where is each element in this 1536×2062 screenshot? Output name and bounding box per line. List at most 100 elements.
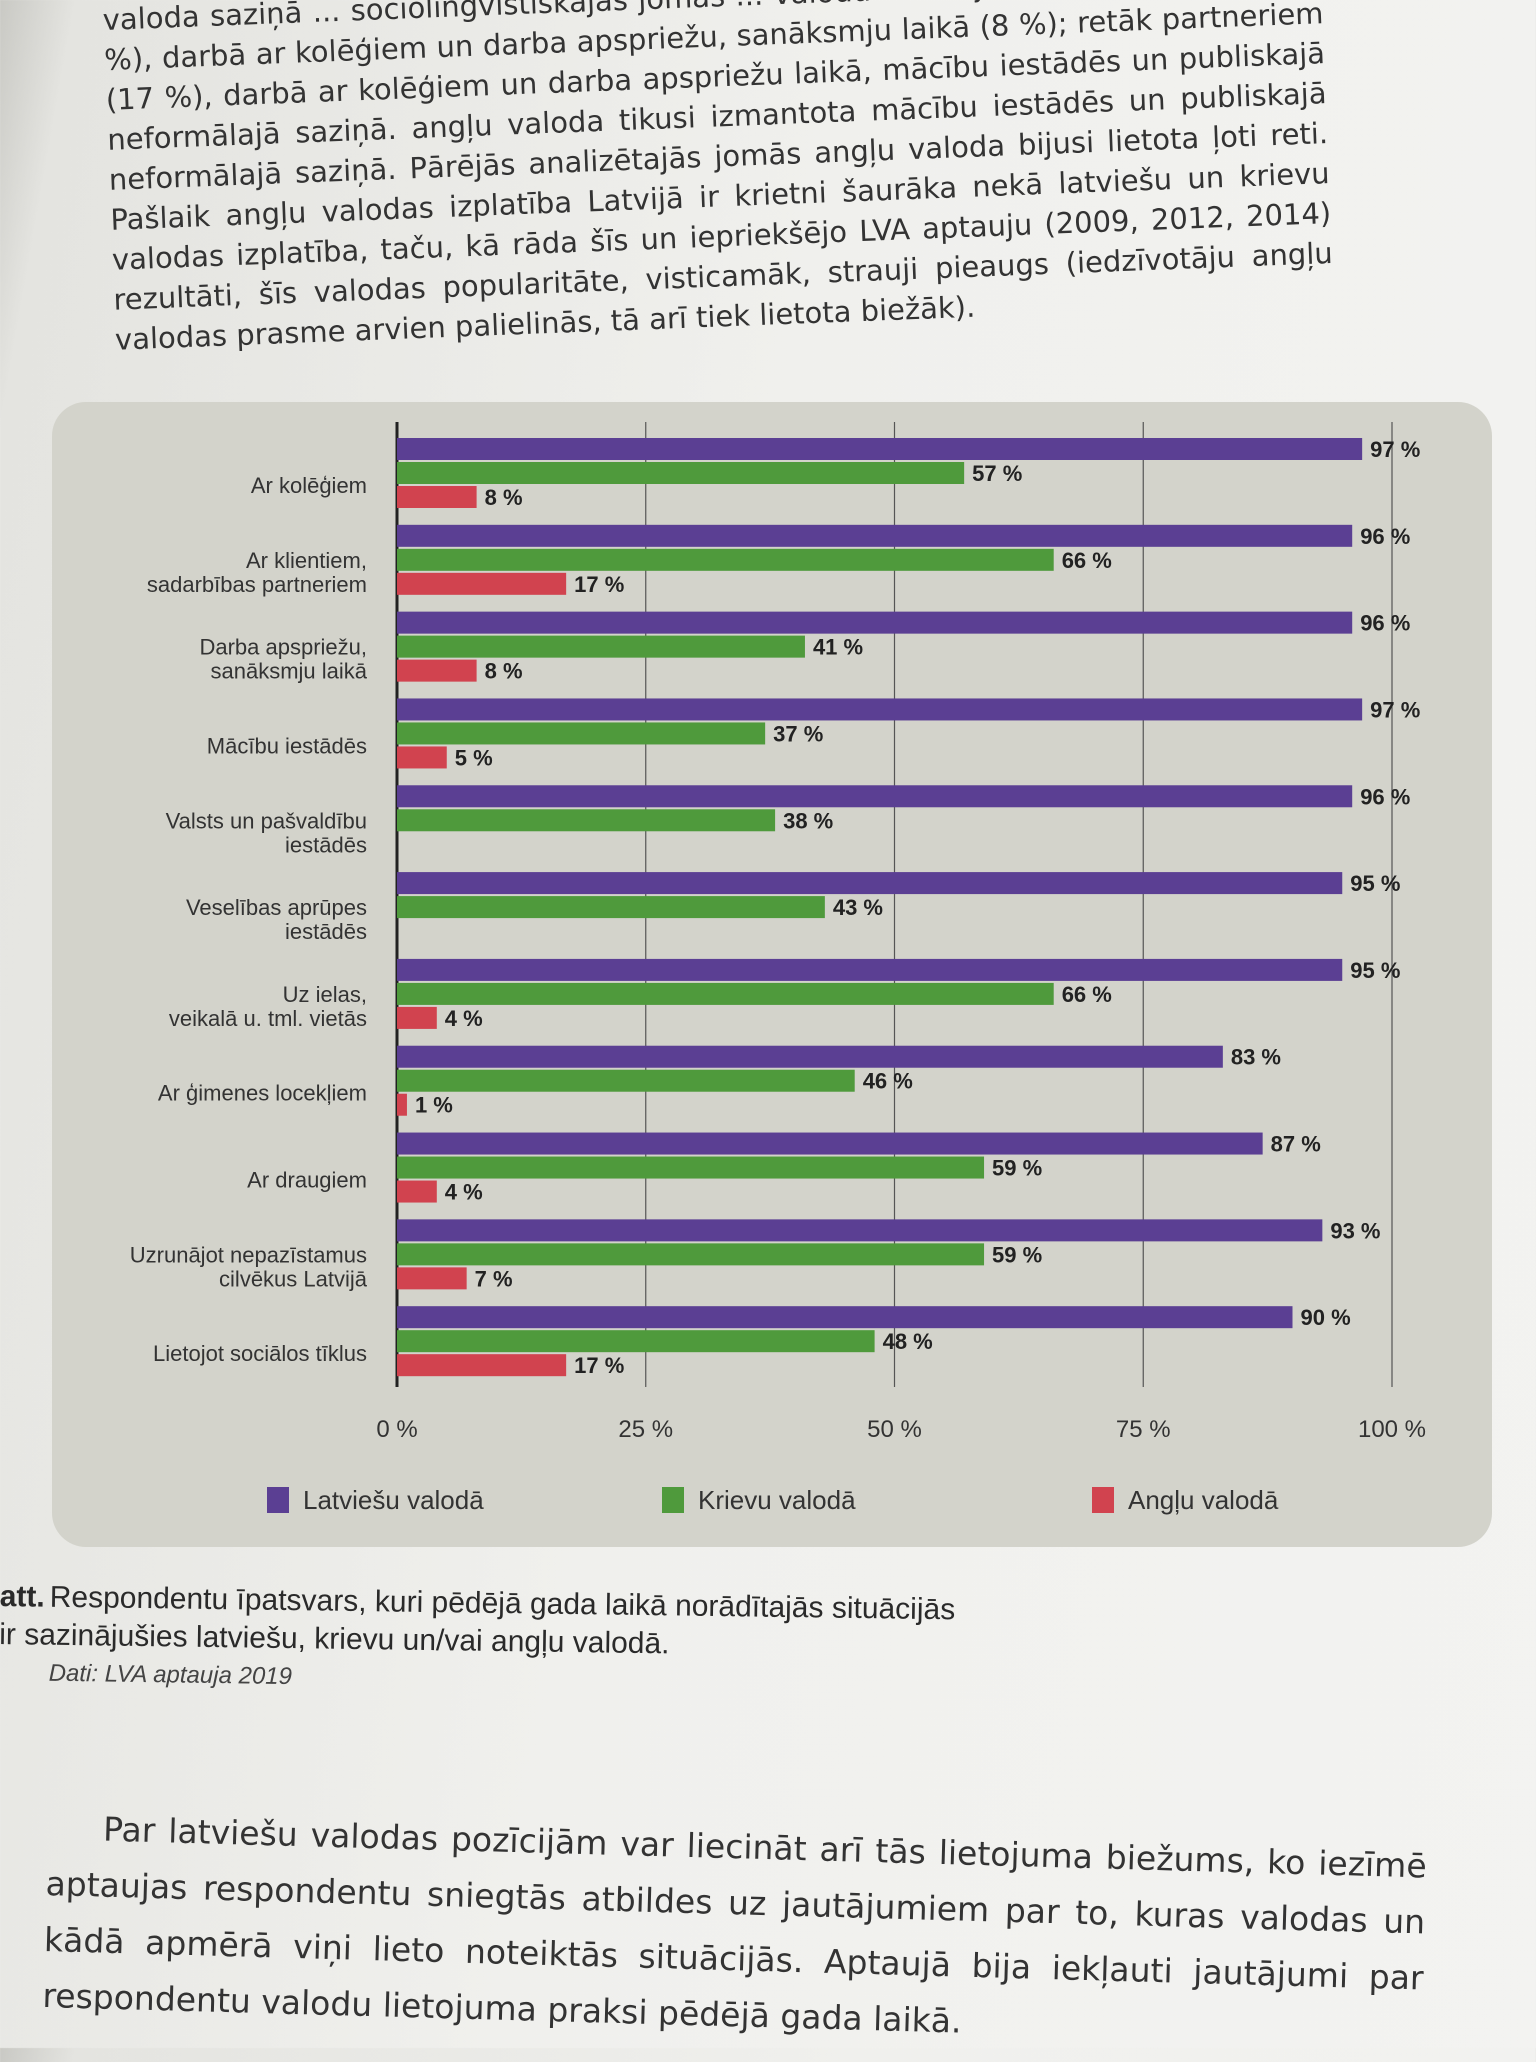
- bar: [397, 1267, 467, 1290]
- value-label: 95 %: [1350, 871, 1400, 896]
- bottom-paragraph-text: Par latviešu valodas pozīcijām var lieci…: [41, 1809, 1428, 2041]
- value-label: 1 %: [415, 1093, 453, 1118]
- legend-label: Krievu valodā: [698, 1485, 856, 1515]
- bar-chart: 0 % 25 % 50 % 75 % 100 % Ar kolēģiem 97 % 57 % 8…: [130, 422, 1426, 1515]
- value-label: 83 %: [1231, 1045, 1281, 1070]
- bar: [397, 572, 567, 595]
- value-label: 41 %: [813, 635, 863, 660]
- value-label: 66 %: [1062, 548, 1112, 573]
- category-label: Darba apspriežu,: [199, 635, 367, 660]
- value-label: 96 %: [1360, 524, 1410, 549]
- value-label: 57 %: [972, 461, 1022, 486]
- value-label: 90 %: [1301, 1305, 1351, 1330]
- category-label: Ar ģimenes locekļiem: [158, 1081, 367, 1106]
- bar: [397, 1243, 985, 1266]
- value-label: 96 %: [1360, 784, 1410, 809]
- value-label: 17 %: [574, 572, 624, 597]
- category-label: iestādēs: [285, 832, 367, 857]
- category-label: Ar klientiem,: [246, 548, 367, 573]
- category-label: iestādēs: [285, 919, 367, 944]
- bar: [397, 659, 477, 682]
- caption-text: Respondentu īpatsvars, kuri pēdējā gada …: [0, 1580, 956, 1661]
- legend-label: Angļu valodā: [1128, 1485, 1279, 1515]
- value-label: 4 %: [445, 1006, 483, 1031]
- bar: [397, 1156, 985, 1179]
- value-label: 7 %: [475, 1266, 513, 1291]
- value-label: 95 %: [1350, 958, 1400, 983]
- category-label: Valsts un pašvaldību: [166, 808, 367, 833]
- legend-label: Latviešu valodā: [303, 1485, 484, 1515]
- caption-number: att.: [0, 1579, 45, 1614]
- value-label: 96 %: [1360, 611, 1410, 636]
- value-label: 17 %: [574, 1353, 624, 1378]
- value-label: 59 %: [992, 1242, 1042, 1267]
- value-label: 97 %: [1370, 437, 1420, 462]
- category-label: Veselības aprūpes: [186, 895, 367, 920]
- legend-swatch: [267, 1487, 289, 1513]
- x-tick-label: 0 %: [376, 1416, 417, 1443]
- bar: [397, 635, 805, 658]
- value-label: 87 %: [1271, 1132, 1321, 1157]
- legend-swatch: [662, 1487, 684, 1513]
- category-label: cilvēkus Latvijā: [219, 1266, 368, 1291]
- bar: [397, 1180, 437, 1203]
- category-label: sadarbības partneriem: [147, 572, 367, 597]
- value-label: 8 %: [485, 659, 523, 684]
- value-label: 8 %: [485, 485, 523, 510]
- bar: [397, 611, 1353, 634]
- category-label: Lietojot sociālos tīklus: [153, 1341, 367, 1366]
- category-label: Ar kolēģiem: [251, 473, 367, 498]
- value-label: 48 %: [883, 1329, 933, 1354]
- bar: [397, 1354, 567, 1377]
- x-tick-label: 50 %: [867, 1416, 922, 1443]
- category-label: Ar draugiem: [247, 1168, 367, 1193]
- bar: [397, 1219, 1323, 1242]
- value-label: 38 %: [783, 808, 833, 833]
- value-label: 37 %: [773, 721, 823, 746]
- bar: [397, 1093, 407, 1116]
- bar: [397, 462, 965, 484]
- bar: [397, 1132, 1263, 1155]
- x-tick-label: 25 %: [618, 1416, 673, 1443]
- bar: [397, 872, 1343, 895]
- category-label: veikalā u. tml. vietās: [169, 1006, 367, 1031]
- category-label: Mācību iestādēs: [207, 733, 367, 758]
- value-label: 5 %: [455, 745, 493, 770]
- caption-source: Dati: LVA aptauja 2019: [48, 1659, 293, 1691]
- bar: [397, 809, 776, 832]
- category-label: Uzrunājot nepazīstamus: [130, 1242, 367, 1267]
- figure-caption: att. Respondentu īpatsvars, kuri pēdējā g…: [0, 1578, 980, 1706]
- top-paragraph: valoda saziņā ... sociolingvistiskajās j…: [102, 0, 1335, 360]
- bar: [397, 958, 1343, 981]
- bar: [397, 1330, 875, 1353]
- x-tick-label: 100 %: [1358, 1416, 1426, 1443]
- bar: [397, 438, 1363, 460]
- bar: [397, 1069, 855, 1092]
- value-label: 97 %: [1370, 697, 1420, 722]
- category-label: Uz ielas,: [283, 982, 367, 1007]
- value-label: 4 %: [445, 1180, 483, 1205]
- bar: [397, 722, 766, 745]
- bar: [397, 746, 447, 769]
- value-label: 59 %: [992, 1156, 1042, 1181]
- bar: [397, 785, 1353, 808]
- bar: [397, 982, 1054, 1005]
- bar: [397, 896, 825, 919]
- chart-panel: 0 % 25 % 50 % 75 % 100 % Ar kolēģiem 97 % 57 % 8…: [52, 402, 1492, 1547]
- top-paragraph-text: valoda saziņā ... sociolingvistiskajās j…: [102, 0, 1334, 357]
- value-label: 93 %: [1330, 1218, 1380, 1243]
- bar: [397, 698, 1363, 721]
- bar: [397, 1006, 437, 1029]
- bar: [397, 548, 1054, 571]
- bar: [397, 486, 477, 508]
- bar: [397, 1306, 1293, 1329]
- value-label: 43 %: [833, 895, 883, 920]
- bar: [397, 1045, 1223, 1068]
- x-tick-label: 75 %: [1116, 1416, 1171, 1443]
- legend-swatch: [1092, 1487, 1114, 1513]
- value-label: 66 %: [1062, 982, 1112, 1007]
- category-label: sanāksmju laikā: [210, 659, 367, 684]
- bottom-paragraph: Par latviešu valodas pozīcijām var lieci…: [42, 1800, 1428, 2062]
- bar: [397, 524, 1353, 547]
- value-label: 46 %: [863, 1069, 913, 1094]
